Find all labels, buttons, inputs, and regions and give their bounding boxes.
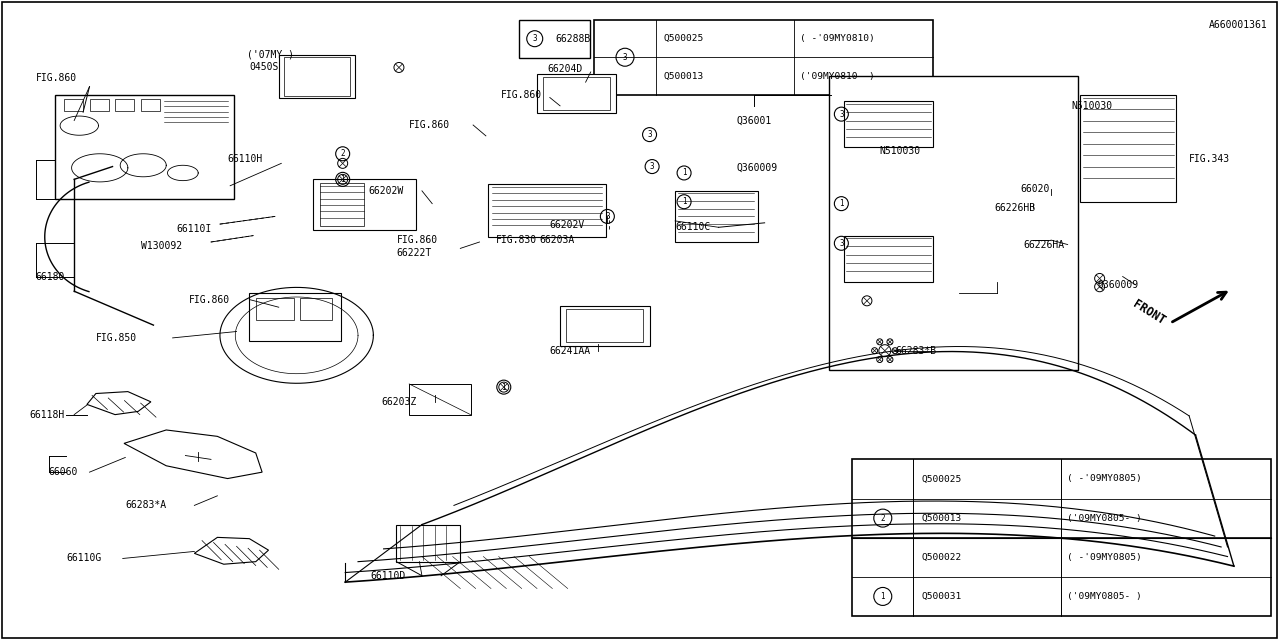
Bar [567,309,643,342]
Text: 1: 1 [682,197,686,206]
Text: 2: 2 [340,149,346,158]
Text: 66288B: 66288B [556,34,590,44]
Bar [115,99,134,111]
Text: FIG.850: FIG.850 [96,333,137,343]
Text: A660001361: A660001361 [1208,20,1267,29]
Bar [844,101,933,147]
Polygon shape [195,538,269,564]
Bar [829,76,1079,370]
Text: 66110I: 66110I [177,224,211,234]
Text: 3: 3 [532,34,538,43]
Text: 66020: 66020 [1020,184,1050,194]
Text: FIG.860: FIG.860 [189,294,230,305]
Text: 3: 3 [605,212,609,221]
Text: 66060: 66060 [49,467,78,477]
Bar [320,182,365,226]
Text: 3: 3 [650,162,654,171]
Text: ('09MY0810- ): ('09MY0810- ) [800,72,876,81]
Text: W130092: W130092 [141,241,182,252]
Text: FIG.860: FIG.860 [502,90,543,100]
Text: ('07MY-): ('07MY-) [247,50,294,60]
Bar [250,293,342,341]
Text: 66118H: 66118H [29,410,65,420]
Text: Q500025: Q500025 [922,474,961,483]
Text: Q500031: Q500031 [922,592,961,601]
Bar [284,57,351,95]
Bar [397,525,461,562]
Text: Q360009: Q360009 [736,163,778,173]
Text: 3: 3 [840,109,844,118]
Text: Q500025: Q500025 [663,34,704,43]
Text: 66110H: 66110H [228,154,262,164]
Bar [256,298,294,320]
Text: 66241AA: 66241AA [550,346,591,356]
Bar [55,95,234,198]
Text: ('09MY0805- ): ('09MY0805- ) [1068,592,1142,601]
Bar [594,19,933,95]
Text: 1: 1 [881,592,884,601]
Text: 66222T: 66222T [397,248,431,258]
Bar [1080,95,1176,202]
Bar [520,19,590,58]
Text: ('09MY0805- ): ('09MY0805- ) [1068,514,1142,523]
Text: Q360009: Q360009 [1097,280,1138,290]
Bar [844,236,933,282]
Text: 66204D: 66204D [548,65,582,74]
Bar [544,77,609,110]
Text: FIG.860: FIG.860 [36,74,77,83]
Text: 66202W: 66202W [369,186,403,196]
Text: 3: 3 [622,52,627,61]
Bar [90,99,109,111]
Text: 66203Z: 66203Z [381,397,416,407]
Bar [538,74,616,113]
Text: Q500013: Q500013 [922,514,961,523]
Text: FIG.860: FIG.860 [397,235,438,245]
Text: ( -'09MY0805): ( -'09MY0805) [1068,474,1142,483]
Polygon shape [87,392,151,415]
Bar [675,191,758,242]
Text: 2: 2 [881,514,884,523]
Text: 66203A: 66203A [540,235,575,245]
Text: FIG.343: FIG.343 [1189,154,1230,164]
Text: 66202V: 66202V [550,220,585,230]
Text: FRONT: FRONT [1130,298,1167,327]
Text: 1: 1 [502,383,506,392]
Text: N510030: N510030 [1071,101,1112,111]
Bar [561,306,649,346]
Text: FIG.830: FIG.830 [497,235,538,245]
Text: ( -'09MY0805): ( -'09MY0805) [1068,553,1142,562]
Text: 0450S: 0450S [250,63,279,72]
Text: 66110G: 66110G [67,554,101,563]
Text: N510030: N510030 [879,145,920,156]
Bar [314,179,416,230]
Polygon shape [124,430,262,479]
Text: 3: 3 [648,130,652,139]
Bar [279,54,356,98]
Bar [301,298,333,320]
Text: 3: 3 [840,239,844,248]
Text: Q36001: Q36001 [736,116,772,125]
Text: ( -'09MY0810): ( -'09MY0810) [800,34,876,43]
Text: Q500013: Q500013 [663,72,704,81]
Bar [489,184,607,237]
Text: 66180: 66180 [36,271,65,282]
Text: Q500022: Q500022 [922,553,961,562]
Text: FIG.860: FIG.860 [410,120,451,130]
Text: 1: 1 [840,199,844,208]
Text: 66226HA: 66226HA [1023,239,1064,250]
Text: 66283*B: 66283*B [895,346,936,356]
Text: 1: 1 [340,175,346,184]
Text: 1: 1 [682,168,686,177]
Text: 66110C: 66110C [675,222,710,232]
Bar [410,384,471,415]
Bar [852,460,1271,616]
Text: 66226HB: 66226HB [995,203,1036,213]
Text: 66110D: 66110D [371,571,406,580]
Text: 66283*A: 66283*A [125,500,166,511]
Bar [141,99,160,111]
Bar [64,99,83,111]
